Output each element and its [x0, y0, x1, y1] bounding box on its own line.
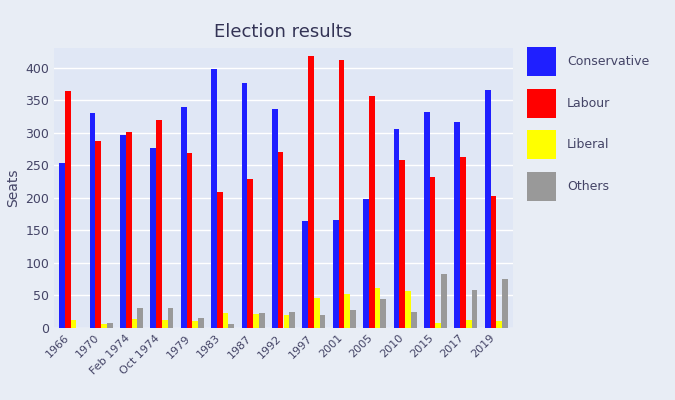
- Bar: [192, 321, 198, 328]
- Text: Labour: Labour: [567, 97, 610, 110]
- Bar: [151, 148, 156, 328]
- Bar: [211, 70, 217, 328]
- Bar: [491, 196, 496, 328]
- Bar: [339, 60, 344, 328]
- Bar: [290, 312, 295, 328]
- Bar: [441, 274, 447, 328]
- Bar: [137, 308, 143, 328]
- Bar: [466, 320, 472, 328]
- Bar: [411, 312, 416, 328]
- Bar: [132, 319, 137, 328]
- Bar: [181, 107, 186, 328]
- Bar: [259, 313, 265, 328]
- Bar: [162, 320, 167, 328]
- Bar: [344, 294, 350, 328]
- Bar: [247, 179, 253, 328]
- Text: Others: Others: [567, 180, 609, 193]
- Bar: [277, 152, 284, 328]
- Bar: [314, 298, 320, 328]
- Bar: [363, 199, 369, 328]
- Bar: [375, 288, 381, 328]
- Bar: [95, 141, 101, 328]
- Bar: [272, 109, 277, 328]
- FancyBboxPatch shape: [526, 172, 556, 201]
- Bar: [435, 323, 441, 328]
- Bar: [460, 157, 466, 328]
- Bar: [333, 220, 339, 328]
- FancyBboxPatch shape: [526, 89, 556, 118]
- Bar: [320, 315, 325, 328]
- FancyBboxPatch shape: [526, 47, 556, 76]
- Bar: [223, 313, 228, 328]
- Bar: [454, 122, 460, 328]
- Bar: [90, 113, 95, 328]
- Bar: [302, 220, 308, 328]
- Bar: [59, 163, 65, 328]
- Title: Election results: Election results: [215, 23, 352, 41]
- Bar: [381, 299, 386, 328]
- Bar: [217, 192, 223, 328]
- Bar: [400, 160, 405, 328]
- Bar: [107, 324, 113, 328]
- Bar: [405, 291, 411, 328]
- Bar: [167, 308, 173, 328]
- Bar: [485, 90, 491, 328]
- Bar: [394, 129, 400, 328]
- Bar: [186, 153, 192, 328]
- Bar: [242, 83, 247, 328]
- Bar: [308, 56, 314, 328]
- Bar: [496, 321, 502, 328]
- Bar: [430, 177, 435, 328]
- Bar: [71, 320, 76, 328]
- Bar: [101, 324, 107, 328]
- Bar: [120, 135, 126, 328]
- Bar: [198, 318, 204, 328]
- Text: Conservative: Conservative: [567, 55, 649, 68]
- Y-axis label: Seats: Seats: [5, 169, 20, 207]
- Bar: [369, 96, 375, 328]
- Bar: [65, 91, 71, 328]
- Bar: [253, 314, 259, 328]
- Bar: [126, 132, 132, 328]
- Bar: [424, 112, 430, 328]
- Bar: [284, 315, 290, 328]
- Bar: [156, 120, 162, 328]
- Bar: [472, 290, 477, 328]
- Bar: [502, 278, 508, 328]
- Bar: [228, 324, 234, 328]
- Text: Liberal: Liberal: [567, 138, 610, 151]
- FancyBboxPatch shape: [526, 130, 556, 159]
- Bar: [350, 310, 356, 328]
